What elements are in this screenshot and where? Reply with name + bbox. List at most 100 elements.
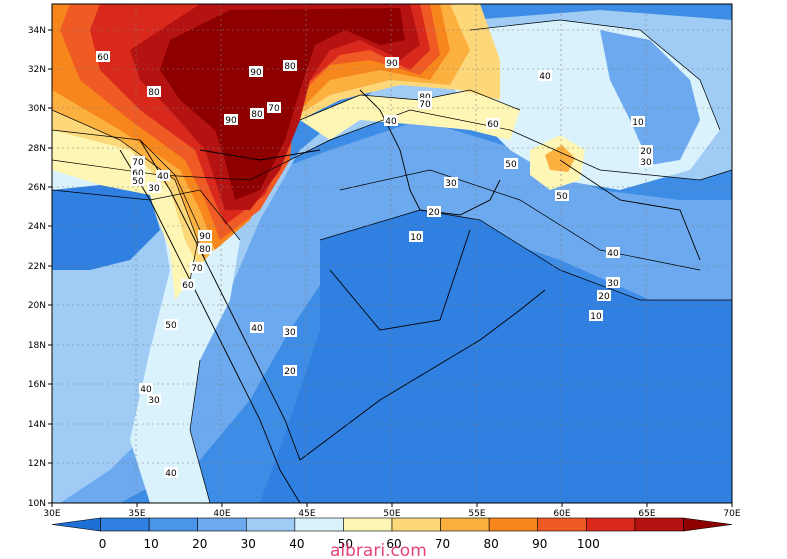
- gridlines: [52, 4, 732, 503]
- contour-label: 30: [640, 158, 652, 168]
- contour-label-bg: [385, 57, 399, 68]
- contour-label-bg: [639, 145, 653, 156]
- contour-label: 70: [132, 158, 144, 168]
- contour-label: 80: [199, 245, 211, 255]
- watermark: albrari.com: [330, 541, 427, 559]
- contour-label-bg: [131, 167, 145, 178]
- contour-label: 80: [251, 110, 263, 120]
- colorbar-swatch: [585, 517, 636, 532]
- contour-label: 90: [225, 116, 237, 126]
- colorbar-swatch: [294, 517, 344, 532]
- colorbar-swatch: [148, 517, 199, 532]
- lat-tick-label: 26N: [28, 183, 46, 193]
- contour-label: 30: [148, 184, 160, 194]
- lon-tick-label: 70E: [723, 509, 740, 519]
- contour-label-bg: [164, 319, 178, 330]
- lat-tick-label: 22N: [28, 262, 46, 272]
- contour-label-bg: [283, 365, 297, 376]
- contour-line: [319, 209, 732, 301]
- contour-label-bg: [283, 326, 297, 337]
- contour-label: 40: [385, 117, 397, 127]
- lat-tick-label: 16N: [28, 380, 46, 390]
- lon-tick-label: 30E: [43, 509, 60, 519]
- lat-tick-label: 32N: [28, 65, 46, 75]
- contour-label: 60: [97, 53, 109, 63]
- contour-label-bg: [418, 91, 432, 102]
- band-50-east: [300, 90, 520, 140]
- contour-label: 10: [410, 233, 422, 243]
- contour-label-bg: [504, 158, 518, 169]
- contour-label: 70: [419, 100, 431, 110]
- lat-tick-label: 28N: [28, 144, 46, 154]
- colorbar-label: 30: [241, 537, 256, 551]
- colorbar-label: 70: [435, 537, 450, 551]
- contour-label: 20: [428, 208, 440, 218]
- contour-label: 40: [157, 172, 169, 182]
- contour-label-bg: [597, 290, 611, 301]
- contour-label-bg: [131, 175, 145, 186]
- contour-labels: 6080908090708090807040601020305050403020…: [96, 51, 653, 479]
- contour-label: 50: [505, 160, 517, 170]
- contour-label-bg: [606, 277, 620, 288]
- contour-label-bg: [164, 467, 178, 478]
- contour-label-bg: [606, 247, 620, 258]
- contour-line: [52, 109, 206, 261]
- colorbar-label: 60: [386, 537, 401, 551]
- colorbar-label: 80: [484, 537, 499, 551]
- colorbar-label: 0: [99, 537, 107, 551]
- contour-label-bg: [147, 86, 161, 97]
- lat-tick-label: 24N: [28, 222, 46, 232]
- colorbar-label: 10: [144, 537, 159, 551]
- contour-label-bg: [283, 60, 297, 71]
- contour-label-bg: [139, 383, 153, 394]
- lat-tick-label: 14N: [28, 420, 46, 430]
- contour-label-bg: [639, 156, 653, 167]
- band-20-gulf: [600, 30, 700, 165]
- contour-label: 30: [445, 179, 457, 189]
- contour-label-bg: [555, 190, 569, 201]
- gulf-coast: [359, 89, 501, 216]
- contour-label-bg: [181, 279, 195, 290]
- contour-label: 80: [148, 88, 160, 98]
- contour-lines: [52, 19, 732, 503]
- lon-tick-label: 40E: [213, 509, 230, 519]
- colorbar-swatch: [683, 517, 733, 532]
- contour-label: 40: [251, 324, 263, 334]
- lon-axis: 30E 35E 40E 45E 50E 55E 60E 65E 70E: [43, 503, 741, 519]
- colorbar-label: 20: [192, 537, 207, 551]
- contour-label: 50: [556, 192, 568, 202]
- colorbar-swatch: [634, 517, 684, 532]
- contour-label-bg: [131, 156, 145, 167]
- contour-label: 60: [132, 169, 144, 179]
- contour-label: 70: [268, 104, 280, 114]
- contour-label-bg: [249, 66, 263, 77]
- contour-label-bg: [267, 102, 281, 113]
- contour-line: [52, 189, 241, 241]
- contour-label: 30: [148, 396, 160, 406]
- colorbar-swatch: [488, 517, 539, 532]
- border-line: [329, 229, 471, 331]
- contour-label: 30: [607, 279, 619, 289]
- contour-label: 50: [132, 177, 144, 187]
- contour-label-bg: [147, 182, 161, 193]
- lon-tick-label: 65E: [638, 509, 655, 519]
- lon-tick-label: 60E: [553, 509, 570, 519]
- contour-label: 20: [284, 367, 296, 377]
- contour-label: 60: [487, 120, 499, 130]
- colorbar-swatch: [245, 517, 296, 532]
- contour-label: 40: [140, 385, 152, 395]
- contour-label: 50: [165, 321, 177, 331]
- lat-tick-label: 10N: [28, 499, 46, 509]
- contour-label-bg: [198, 243, 212, 254]
- contour-label-bg: [409, 231, 423, 242]
- contour-label-bg: [631, 116, 645, 127]
- contour-label-bg: [418, 98, 432, 109]
- contour-label: 40: [539, 72, 551, 82]
- colorbar: 0 10 20 30 40 50 60 70 80 90 100: [51, 517, 733, 551]
- contour-label: 40: [607, 249, 619, 259]
- contour-label-bg: [250, 108, 264, 119]
- border-line: [559, 159, 701, 261]
- contour-label: 70: [191, 264, 203, 274]
